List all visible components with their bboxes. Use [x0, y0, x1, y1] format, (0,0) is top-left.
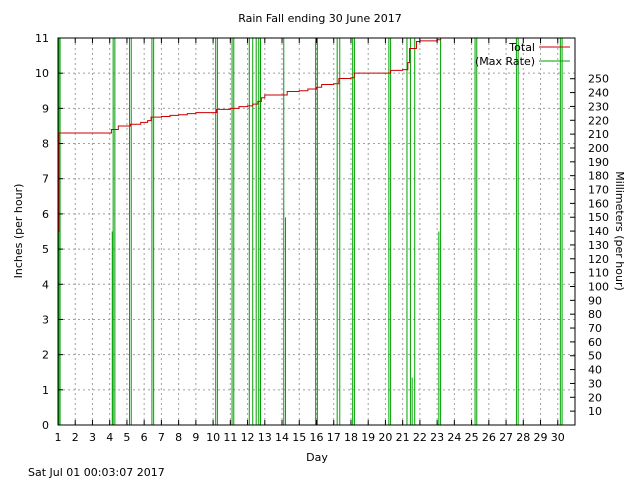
x-tick-label: 21: [396, 431, 410, 444]
y2-tick-label: 170: [588, 184, 609, 197]
x-tick-label: 23: [430, 431, 444, 444]
y-tick-label: 9: [42, 102, 49, 115]
y-tick-label: 7: [42, 173, 49, 186]
x-tick-label: 24: [447, 431, 461, 444]
y2-tick-label: 60: [588, 336, 602, 349]
x-tick-label: 25: [465, 431, 479, 444]
x-tick-label: 6: [141, 431, 148, 444]
y2-tick-label: 180: [588, 170, 609, 183]
x-tick-label: 8: [175, 431, 182, 444]
y2-tick-label: 240: [588, 87, 609, 100]
x-tick-label: 10: [206, 431, 220, 444]
y-tick-label: 1: [42, 384, 49, 397]
x-tick-label: 3: [89, 431, 96, 444]
x-tick-label: 13: [258, 431, 272, 444]
y2-tick-label: 40: [588, 364, 602, 377]
y-tick-label: 6: [42, 208, 49, 221]
y2-tick-label: 80: [588, 308, 602, 321]
y2-tick-label: 120: [588, 253, 609, 266]
y-tick-label: 2: [42, 349, 49, 362]
x-tick-label: 15: [292, 431, 306, 444]
x-axis-label: Day: [306, 451, 328, 464]
x-tick-label: 26: [482, 431, 496, 444]
tick-labels: 1 2 3 4 5 6 7 8 9 10 11 12 13 14 15 16 17 18 19 20 21 22 23 24 2…: [35, 32, 609, 444]
y-tick-label: 10: [35, 67, 49, 80]
y2-tick-label: 200: [588, 142, 609, 155]
x-tick-label: 29: [534, 431, 548, 444]
chart-title: Rain Fall ending 30 June 2017: [238, 12, 402, 25]
x-tick-label: 2: [72, 431, 79, 444]
tick-marks: [57, 37, 575, 426]
y2-tick-label: 160: [588, 197, 609, 210]
y2-tick-label: 210: [588, 128, 609, 141]
x-tick-label: 30: [551, 431, 565, 444]
y2-tick-label: 190: [588, 156, 609, 169]
x-tick-label: 9: [192, 431, 199, 444]
y2-tick-label: 100: [588, 280, 609, 293]
x-tick-label: 11: [223, 431, 237, 444]
y2-tick-label: 50: [588, 350, 602, 363]
y2-tick-label: 30: [588, 377, 602, 390]
x-tick-label: 18: [344, 431, 358, 444]
y-tick-label: 0: [42, 419, 49, 432]
y-tick-label: 5: [42, 243, 49, 256]
x-tick-label: 1: [55, 431, 62, 444]
x-tick-label: 19: [361, 431, 375, 444]
y2-axis-label: Millimeters (per hour): [613, 171, 626, 291]
x-tick-label: 12: [241, 431, 255, 444]
y-tick-label: 11: [35, 32, 49, 45]
x-tick-label: 16: [310, 431, 324, 444]
y2-tick-label: 140: [588, 225, 609, 238]
y2-tick-label: 230: [588, 100, 609, 113]
x-tick-label: 4: [106, 431, 113, 444]
x-tick-label: 22: [413, 431, 427, 444]
y-tick-label: 3: [42, 313, 49, 326]
grid-lines: [58, 38, 575, 425]
y2-tick-label: 250: [588, 73, 609, 86]
x-tick-label: 20: [378, 431, 392, 444]
y-axis-label: Inches (per hour): [12, 184, 25, 279]
timestamp-footer: Sat Jul 01 00:03:07 2017: [28, 466, 165, 479]
y2-tick-label: 70: [588, 322, 602, 335]
legend: Total (Max Rate): [475, 41, 570, 68]
y2-tick-label: 130: [588, 239, 609, 252]
plot-frame: [57, 37, 576, 426]
total-rainfall-line: [57, 37, 455, 425]
y-tick-label: 8: [42, 138, 49, 151]
x-tick-label: 17: [327, 431, 341, 444]
y2-tick-label: 10: [588, 405, 602, 418]
x-tick-label: 27: [499, 431, 513, 444]
series-layer: [57, 37, 563, 425]
y2-tick-label: 110: [588, 267, 609, 280]
x-tick-label: 5: [123, 431, 130, 444]
y2-tick-label: 220: [588, 114, 609, 127]
y2-tick-label: 150: [588, 211, 609, 224]
y2-tick-label: 20: [588, 391, 602, 404]
legend-label-total: Total: [508, 41, 535, 54]
y-tick-label: 4: [42, 278, 49, 291]
legend-label-max-rate: (Max Rate): [475, 55, 535, 68]
x-tick-label: 14: [275, 431, 289, 444]
x-tick-label: 28: [516, 431, 530, 444]
y2-tick-label: 90: [588, 294, 602, 307]
x-tick-label: 7: [158, 431, 165, 444]
